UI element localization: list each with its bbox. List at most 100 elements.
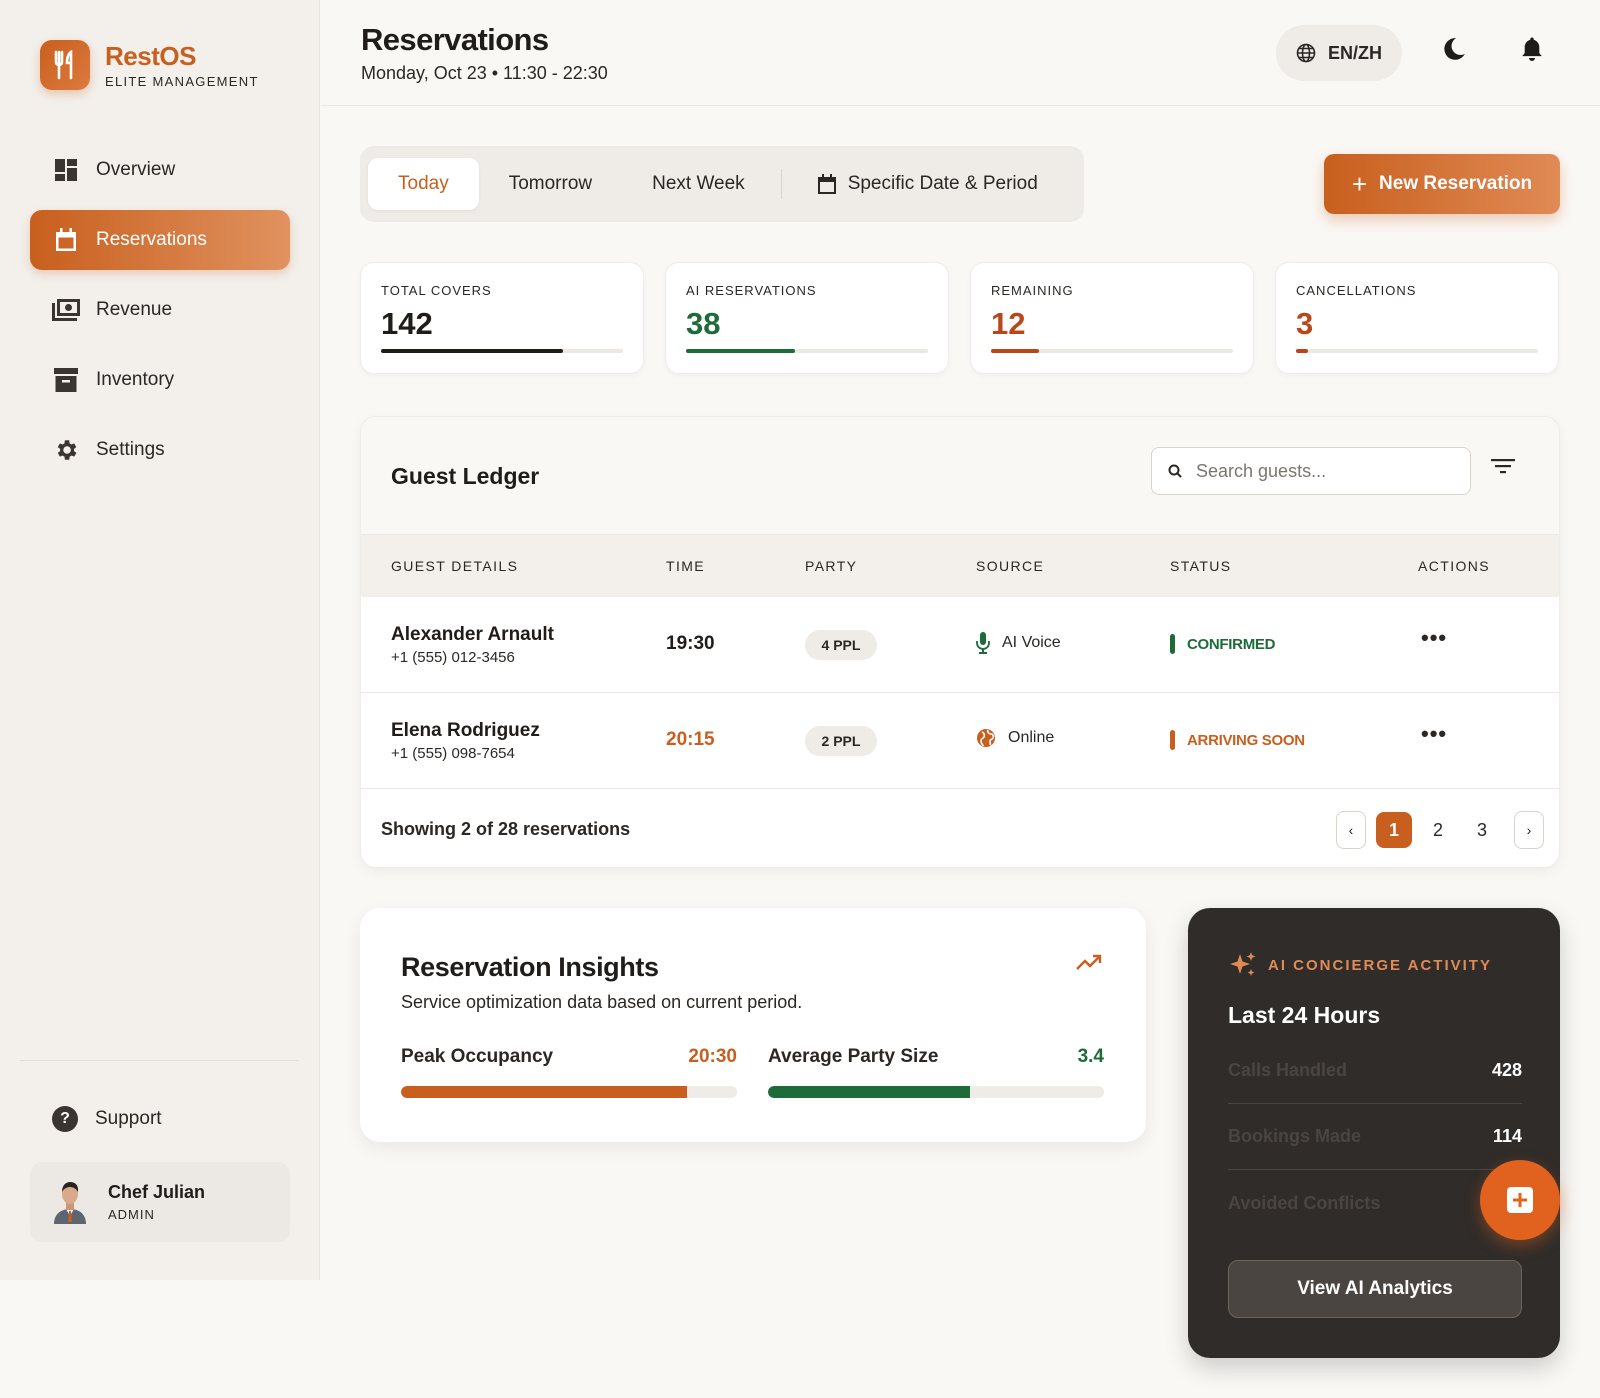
support-label: Support (95, 1108, 162, 1129)
stat-value: 142 (381, 306, 433, 341)
more-actions-icon[interactable]: ••• (1421, 721, 1448, 746)
column-header: PARTY (805, 558, 858, 574)
stat-total-covers: TOTAL COVERS 142 (360, 262, 644, 374)
cash-icon (52, 296, 80, 324)
ai-kicker: AI CONCIERGE ACTIVITY (1228, 950, 1492, 980)
ai-kicker-label: AI CONCIERGE ACTIVITY (1268, 956, 1492, 974)
tab-specific-date[interactable]: Specific Date & Period (788, 158, 1068, 210)
sidebar-item-revenue[interactable]: Revenue (30, 280, 290, 340)
chevron-left-icon[interactable]: ‹ (1336, 811, 1366, 849)
insights-title: Reservation Insights (401, 952, 659, 982)
source-label: AI Voice (1002, 634, 1061, 651)
tab-tomorrow[interactable]: Tomorrow (508, 173, 593, 194)
column-header: TIME (666, 558, 706, 574)
archive-icon (52, 366, 80, 394)
page-1-button[interactable]: 1 (1376, 812, 1412, 848)
metric-peak-occupancy: Peak Occupancy 20:30 (401, 1046, 737, 1098)
stat-label: REMAINING (991, 283, 1074, 298)
ai-stat-label: Bookings Made (1228, 1126, 1362, 1146)
sidebar: RestOS ELITE MANAGEMENT Overview Reserva… (0, 0, 320, 1280)
table-row[interactable]: Alexander Arnault +1 (555) 012-3456 19:3… (361, 597, 1559, 693)
status-label: CONFIRMED (1187, 635, 1276, 653)
ai-stat-row: Calls Handled 428 (1228, 1038, 1522, 1104)
insights-subtitle: Service optimization data based on curre… (401, 992, 803, 1012)
column-header: STATUS (1170, 558, 1232, 574)
help-icon: ? (52, 1106, 78, 1132)
stat-value: 38 (686, 306, 721, 341)
sidebar-item-settings[interactable]: Settings (30, 420, 290, 480)
guest-ledger: Guest Ledger GUEST DETAILS TIME PARTY SO… (360, 416, 1560, 868)
reservation-source: AI Voice (976, 632, 1061, 654)
tab-divider (780, 169, 782, 199)
column-header: GUEST DETAILS (391, 558, 519, 574)
sidebar-item-inventory[interactable]: Inventory (30, 350, 290, 410)
add-button[interactable] (1480, 1160, 1560, 1240)
sidebar-item-label: Reservations (96, 229, 207, 250)
reservation-time: 19:30 (666, 633, 715, 654)
stat-progress (991, 349, 1233, 353)
stat-remaining: REMAINING 12 (970, 262, 1254, 374)
reservation-time: 20:15 (666, 729, 715, 750)
ai-stat-row: Bookings Made 114 (1228, 1104, 1522, 1170)
globe-icon (1296, 43, 1316, 63)
stat-label: AI RESERVATIONS (686, 283, 817, 298)
guest-details: Alexander Arnault +1 (555) 012-3456 (391, 624, 554, 666)
search-box (1151, 447, 1471, 495)
tab-next-week[interactable]: Next Week (652, 173, 745, 194)
metric-label: Peak Occupancy (401, 1046, 554, 1067)
user-card[interactable]: Chef Julian ADMIN (30, 1162, 290, 1242)
party-pill: 2 PPL (805, 726, 877, 756)
bell-icon[interactable] (1521, 36, 1543, 67)
tab-today[interactable]: Today (368, 158, 479, 210)
ai-stat-label: Calls Handled (1228, 1060, 1348, 1080)
chevron-right-icon[interactable]: › (1514, 811, 1544, 849)
moon-icon[interactable] (1441, 36, 1467, 67)
brand-subtitle: ELITE MANAGEMENT (105, 73, 259, 89)
page-2-button[interactable]: 2 (1432, 819, 1443, 840)
table-row[interactable]: Elena Rodriguez +1 (555) 098-7654 20:15 … (361, 693, 1559, 789)
status-label: ARRIVING SOON (1187, 731, 1305, 749)
page-3-button[interactable]: 3 (1476, 819, 1487, 840)
new-reservation-button[interactable]: + New Reservation (1324, 154, 1560, 214)
metric-value: 3.4 (1077, 1046, 1104, 1067)
plus-icon: + (1351, 168, 1368, 199)
metric-value: 20:30 (688, 1046, 737, 1067)
language-toggle[interactable]: EN/ZH (1276, 25, 1402, 81)
plus-square-icon (1507, 1187, 1533, 1213)
ledger-header: Guest Ledger (361, 417, 1559, 535)
brand[interactable]: RestOS ELITE MANAGEMENT (40, 40, 259, 90)
stat-label: TOTAL COVERS (381, 283, 492, 298)
sparkles-icon (1230, 952, 1256, 976)
filter-icon[interactable] (1491, 457, 1515, 480)
metric-label: Average Party Size (768, 1046, 939, 1067)
search-input[interactable] (1196, 460, 1456, 482)
ai-stat-value: 114 (1492, 1126, 1522, 1146)
user-name: Chef Julian (108, 1182, 206, 1202)
reservation-insights: Reservation Insights Service optimizatio… (360, 908, 1146, 1142)
stat-ai-reservations: AI RESERVATIONS 38 (665, 262, 949, 374)
support-link[interactable]: ? Support (52, 1106, 162, 1132)
sidebar-item-reservations[interactable]: Reservations (30, 210, 290, 270)
trending-up-icon (1076, 954, 1102, 975)
sidebar-item-overview[interactable]: Overview (30, 140, 290, 200)
source-label: Online (1008, 729, 1055, 746)
page-title: Reservations (361, 22, 549, 57)
brand-name: RestOS (105, 40, 196, 71)
reservation-source: Online (976, 728, 1054, 748)
stat-cancellations: CANCELLATIONS 3 (1275, 262, 1559, 374)
dashboard-icon (52, 156, 80, 184)
party-pill: 4 PPL (805, 630, 877, 660)
calendar-icon (817, 174, 836, 194)
status-badge: CONFIRMED (1170, 634, 1275, 654)
metric-progress (401, 1086, 737, 1098)
gear-icon (52, 436, 80, 464)
stat-progress (686, 349, 928, 353)
ai-title: Last 24 Hours (1228, 1002, 1381, 1028)
ai-stat-value: 428 (1491, 1060, 1522, 1080)
ledger-title: Guest Ledger (391, 463, 540, 489)
sidebar-item-label: Revenue (96, 299, 173, 320)
view-ai-analytics-button[interactable]: View AI Analytics (1228, 1260, 1522, 1318)
more-actions-icon[interactable]: ••• (1421, 625, 1448, 650)
metric-progress (768, 1086, 1104, 1098)
new-reservation-label: New Reservation (1379, 173, 1533, 194)
